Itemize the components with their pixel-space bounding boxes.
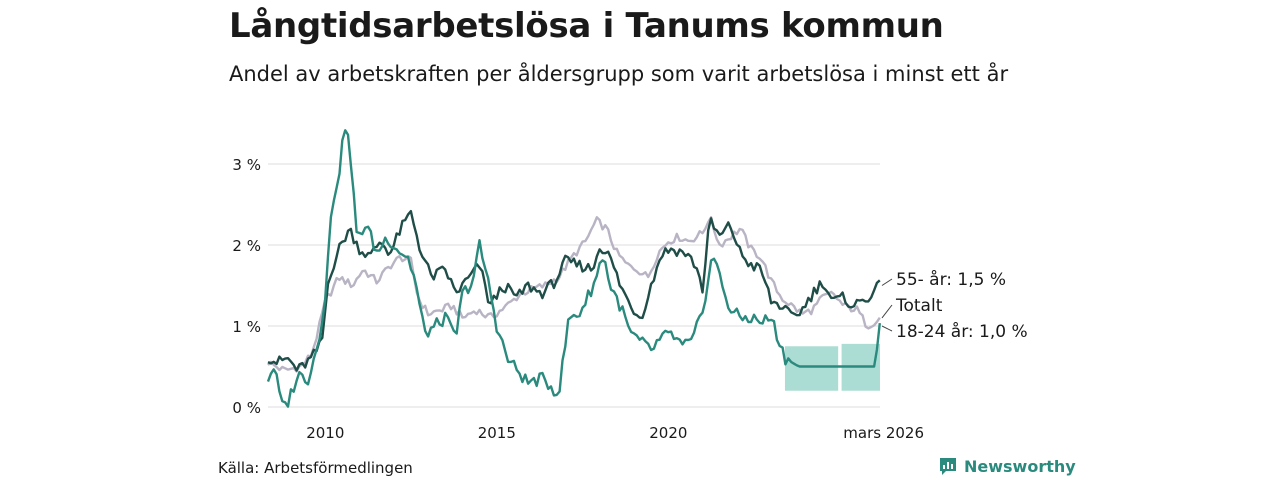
x-axis-ticks: 2010 2015 2020 mars 2026	[306, 424, 924, 442]
x-tick-label-2010: 2010	[306, 424, 344, 442]
newsworthy-logo[interactable]: Newsworthy	[938, 456, 1076, 476]
series-line-totalt	[267, 216, 881, 373]
x-tick-label-mars-2026: mars 2026	[843, 424, 924, 442]
y-tick-label-2: 2 %	[232, 237, 261, 255]
chart-title: Långtidsarbetslösa i Tanums kommun	[229, 6, 944, 46]
series-labels: 55- år: 1,5 % Totalt 18-24 år: 1,0 %	[881, 269, 1028, 342]
series-label-18-24-r: 18-24 år: 1,0 %	[896, 321, 1028, 342]
y-axis-ticks: 0 % 1 % 2 % 3 %	[232, 156, 261, 417]
y-tick-label-3: 3 %	[232, 156, 261, 174]
series-label-55-r: 55- år: 1,5 %	[896, 269, 1006, 290]
y-tick-label-1: 1 %	[232, 318, 261, 336]
x-tick-label-2015: 2015	[478, 424, 516, 442]
y-gridlines	[268, 163, 880, 408]
newsworthy-brand-text: Newsworthy	[964, 456, 1076, 476]
newsworthy-logo-icon	[940, 458, 956, 475]
source-note: Källa: Arbetsförmedlingen	[218, 459, 413, 477]
series-lines	[266, 129, 881, 408]
uncertainty-band-segment-1	[784, 346, 839, 391]
chart-subtitle: Andel av arbetskraften per åldersgrupp s…	[229, 62, 1009, 86]
leader-line-18-24-r	[881, 325, 893, 332]
series-line-18-24-r	[266, 129, 881, 408]
series-label-totalt: Totalt	[895, 296, 943, 316]
x-tick-label-2020: 2020	[649, 424, 687, 442]
leader-line-55-r	[881, 278, 893, 286]
y-tick-label-0: 0 %	[232, 399, 261, 417]
leader-line-totalt	[881, 304, 893, 319]
series-line-55-r	[267, 210, 881, 372]
